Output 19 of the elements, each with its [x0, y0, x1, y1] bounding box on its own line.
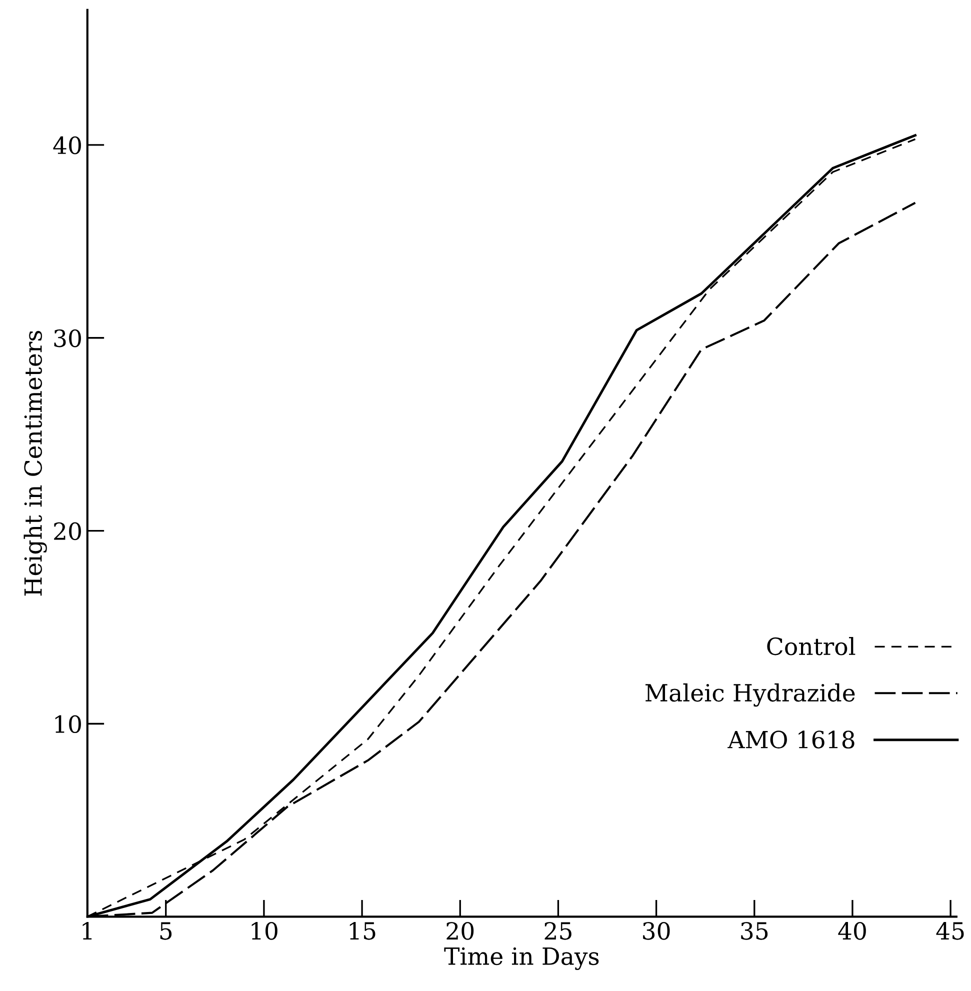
x-tick-label: 35 [741, 922, 768, 940]
y-tick-label: 20 [54, 522, 81, 540]
legend-label: Maleic Hydrazide [646, 683, 855, 707]
x-tick-label: 10 [252, 922, 278, 940]
y-axis-title: Height in Centimeters [24, 330, 47, 596]
legend-label: Control [767, 636, 856, 656]
x-tick-label: 25 [544, 922, 572, 940]
x-tick-label: 40 [838, 922, 866, 940]
x-axis-title: Time in Days [444, 947, 599, 970]
y-tick-label: 10 [55, 715, 81, 734]
y-tick-label: 40 [53, 136, 81, 154]
x-tick-label: 1 [82, 922, 92, 940]
x-tick-label: 5 [160, 922, 172, 940]
legend-label: AMO 1618 [728, 730, 854, 749]
x-tick-label: 20 [446, 922, 474, 940]
x-tick-label: 45 [936, 922, 964, 940]
x-tick-label: 15 [350, 922, 376, 940]
y-tick-label: 30 [54, 329, 81, 348]
x-tick-label: 30 [643, 922, 670, 940]
